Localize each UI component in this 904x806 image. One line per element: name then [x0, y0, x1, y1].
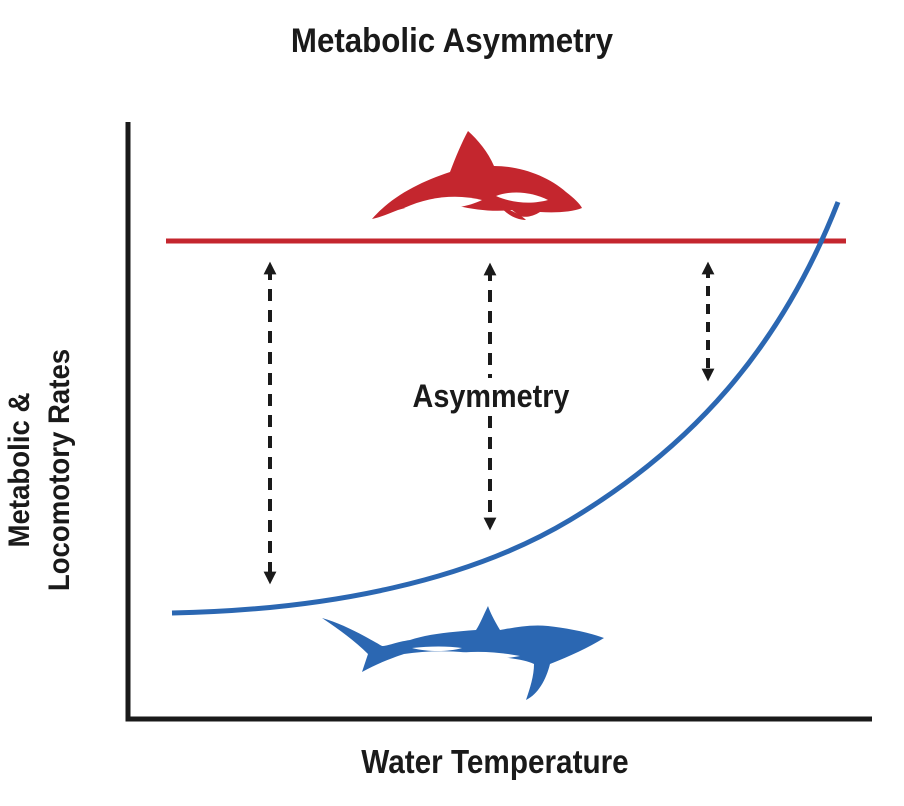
ectotherm-rate-curve [171, 201, 841, 616]
x-axis-label: Water Temperature [361, 743, 629, 780]
asymmetry-annotation: Asymmetry [409, 378, 573, 415]
dolphin-icon [372, 131, 582, 220]
shark-icon [322, 606, 604, 700]
diagram-title: Metabolic Asymmetry [290, 22, 614, 60]
axes-lines [125, 122, 872, 722]
